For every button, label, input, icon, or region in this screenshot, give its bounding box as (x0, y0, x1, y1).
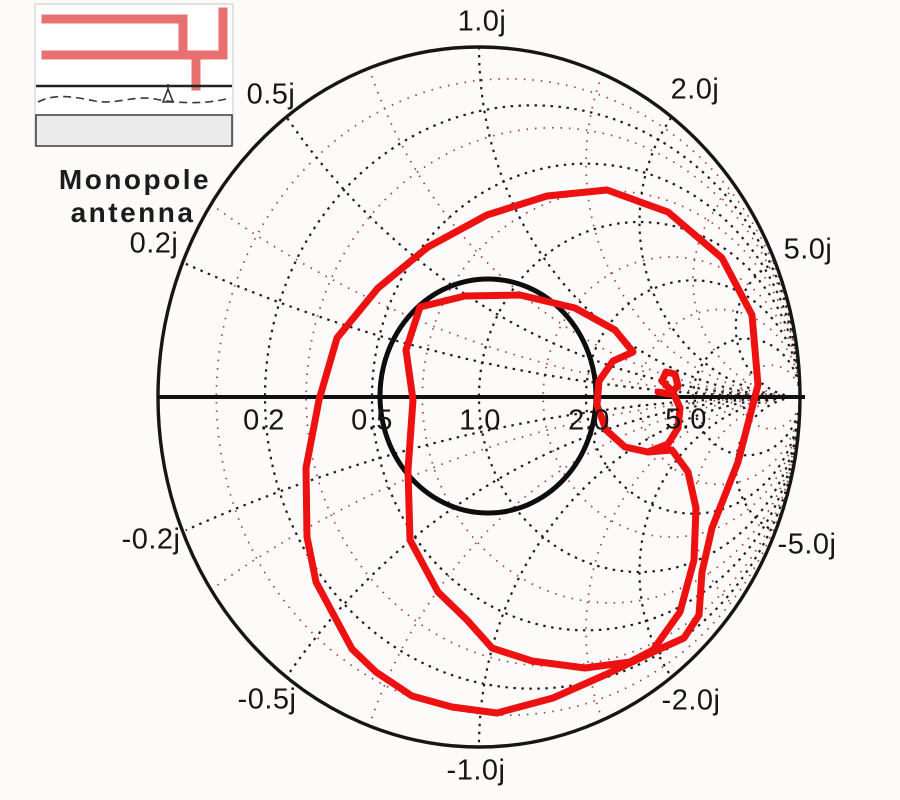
reactance-arc (286, 117, 800, 399)
reactance-arc (216, 396, 800, 586)
s11-locus-terminal-kink (644, 368, 684, 456)
smith-chart-strokes (156, 45, 805, 749)
reactance-arc (216, 208, 800, 398)
s11-locus-inner-loop (402, 291, 700, 672)
antenna-meander-trace (41, 7, 228, 91)
reactance-arc (185, 262, 801, 399)
reactance-arc (585, 396, 800, 720)
reactance-arc (477, 395, 800, 747)
antenna-feed-symbol (161, 84, 175, 103)
antenna-inset (34, 3, 234, 147)
s11-locus-outer-loop (302, 186, 762, 717)
antenna-fabric-wave (37, 95, 231, 104)
reactance-arc (368, 67, 800, 398)
antenna-substrate-block (35, 114, 233, 147)
reactance-arc (185, 395, 801, 532)
